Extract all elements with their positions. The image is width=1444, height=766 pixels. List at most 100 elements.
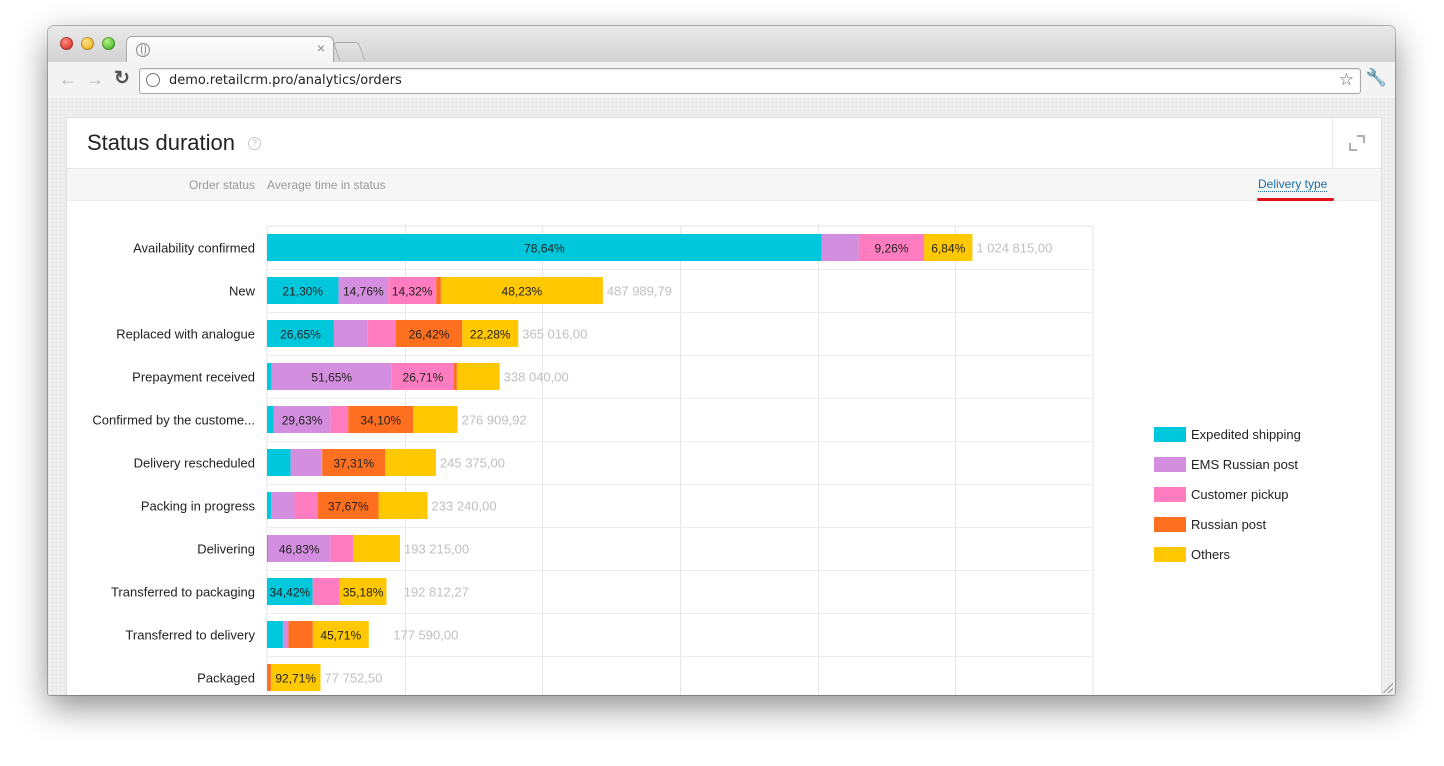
legend-swatch [1154, 517, 1186, 532]
bar-segment [267, 406, 274, 433]
bar-data-label: 34,42% [269, 586, 310, 600]
legend-label: Others [1191, 547, 1231, 562]
bar-segment [462, 320, 519, 347]
bar-segment [267, 320, 334, 347]
bar-segment [267, 234, 822, 261]
bar-data-label: 92,71% [275, 672, 316, 686]
bar-segment [858, 234, 925, 261]
new-tab-button[interactable] [332, 42, 366, 60]
highlight-underline [1257, 198, 1334, 201]
legend-label: Expedited shipping [1191, 427, 1301, 442]
resize-grip[interactable] [1383, 683, 1393, 693]
bar-segment [385, 449, 436, 476]
bar-segment [271, 363, 392, 390]
bar-data-label: 51,65% [311, 371, 352, 385]
bar-segment [353, 535, 400, 562]
bar-total-label: 233 240,00 [432, 499, 497, 514]
tab-strip: × [48, 26, 1395, 63]
bar-data-label: 21,30% [282, 285, 323, 299]
minimize-window-button[interactable] [81, 37, 94, 50]
bar-segment [267, 277, 339, 304]
bar-data-label: 37,31% [333, 457, 374, 471]
bar-segment [391, 363, 454, 390]
back-arrow-icon[interactable]: ← [59, 69, 77, 89]
bar-segment [267, 621, 283, 648]
bar-segment [271, 492, 295, 519]
bar-data-label: 29,63% [282, 414, 323, 428]
bar-total-label: 276 909,92 [462, 413, 527, 428]
page-title: Status duration [87, 130, 235, 155]
category-label: Prepayment received [132, 370, 255, 385]
reload-icon[interactable]: ↻ [114, 68, 130, 89]
bookmark-star-icon[interactable]: ☆ [1338, 70, 1354, 89]
table-subheader: Order status Average time in status Deli… [67, 169, 1381, 201]
bar-total-label: 1 024 815,00 [976, 241, 1052, 256]
close-window-button[interactable] [60, 37, 73, 50]
bar-segment [378, 492, 428, 519]
bar-segment [290, 449, 322, 476]
bar-data-label: 34,10% [360, 414, 401, 428]
legend-label: EMS Russian post [1191, 457, 1298, 472]
browser-window: × ← → ↻ demo.retailcrm.pro/analytics/ord… [48, 26, 1395, 695]
legend-label: Customer pickup [1191, 487, 1289, 502]
bar-segment [436, 277, 441, 304]
bar-segment [312, 621, 369, 648]
expand-button[interactable] [1332, 118, 1381, 168]
bar-segment [267, 664, 271, 691]
bar-total-label: 338 040,00 [504, 370, 569, 385]
order-status-column-header: Order status [188, 178, 255, 192]
bar-segment [330, 406, 349, 433]
bar-data-label: 6,84% [931, 242, 965, 256]
bar-segment [267, 535, 269, 562]
bar-data-label: 46,83% [279, 543, 320, 557]
bar-segment [273, 406, 331, 433]
bar-segment [288, 621, 313, 648]
bar-total-label: 77 752,50 [325, 671, 383, 686]
bar-data-label: 26,42% [409, 328, 450, 342]
bar-segment [333, 320, 368, 347]
chart-area: Availability confirmed 78,64% 9,26% 6,84% 1 … [67, 201, 1381, 695]
category-label: New [229, 284, 256, 299]
category-label: Confirmed by the custome... [92, 413, 255, 428]
delivery-type-link[interactable]: Delivery type [1258, 177, 1328, 192]
category-label: Delivery rescheduled [134, 456, 255, 471]
bar-segment [267, 363, 272, 390]
bar-data-label: 78,64% [524, 242, 565, 256]
zoom-window-button[interactable] [102, 37, 115, 50]
tab-close-icon[interactable]: × [316, 40, 325, 56]
legend-label: Russian post [1191, 517, 1267, 532]
legend-swatch [1154, 427, 1186, 442]
bar-data-label: 26,71% [403, 371, 444, 385]
bar-segment [339, 578, 387, 605]
bar-total-label: 192 812,27 [404, 585, 469, 600]
bar-segment [395, 320, 463, 347]
bar-total-label: 487 989,79 [607, 284, 672, 299]
bar-segment [312, 578, 340, 605]
bar-data-label: 35,18% [343, 586, 384, 600]
globe-icon [146, 73, 160, 87]
forward-arrow-icon[interactable]: → [86, 69, 104, 89]
browser-toolbar: ← → ↻ demo.retailcrm.pro/analytics/order… [48, 62, 1395, 99]
address-bar[interactable]: demo.retailcrm.pro/analytics/orders ☆ [139, 68, 1361, 94]
bar-segment [268, 535, 331, 562]
bar-data-label: 37,67% [328, 500, 369, 514]
bar-data-label: 22,28% [470, 328, 511, 342]
bar-segment [321, 449, 323, 476]
bar-segment [348, 406, 414, 433]
card-header: Status duration ? [67, 118, 1381, 169]
wrench-icon[interactable]: 🔧 [1365, 68, 1387, 87]
url-text[interactable]: demo.retailcrm.pro/analytics/orders [169, 73, 402, 88]
bar-data-label: 9,26% [874, 242, 908, 256]
bar-segment [367, 320, 396, 347]
browser-tab[interactable]: × [126, 36, 334, 63]
category-label: Transferred to packaging [111, 585, 255, 600]
bar-segment [318, 492, 379, 519]
bar-segment [267, 492, 272, 519]
bar-segment [267, 449, 291, 476]
category-label: Transferred to delivery [125, 628, 255, 643]
category-label: Packaged [197, 671, 255, 686]
page-viewport: Status duration ? Order status Average t… [48, 98, 1395, 695]
bar-segment [388, 277, 437, 304]
help-icon[interactable]: ? [248, 137, 261, 150]
bar-segment [294, 492, 319, 519]
